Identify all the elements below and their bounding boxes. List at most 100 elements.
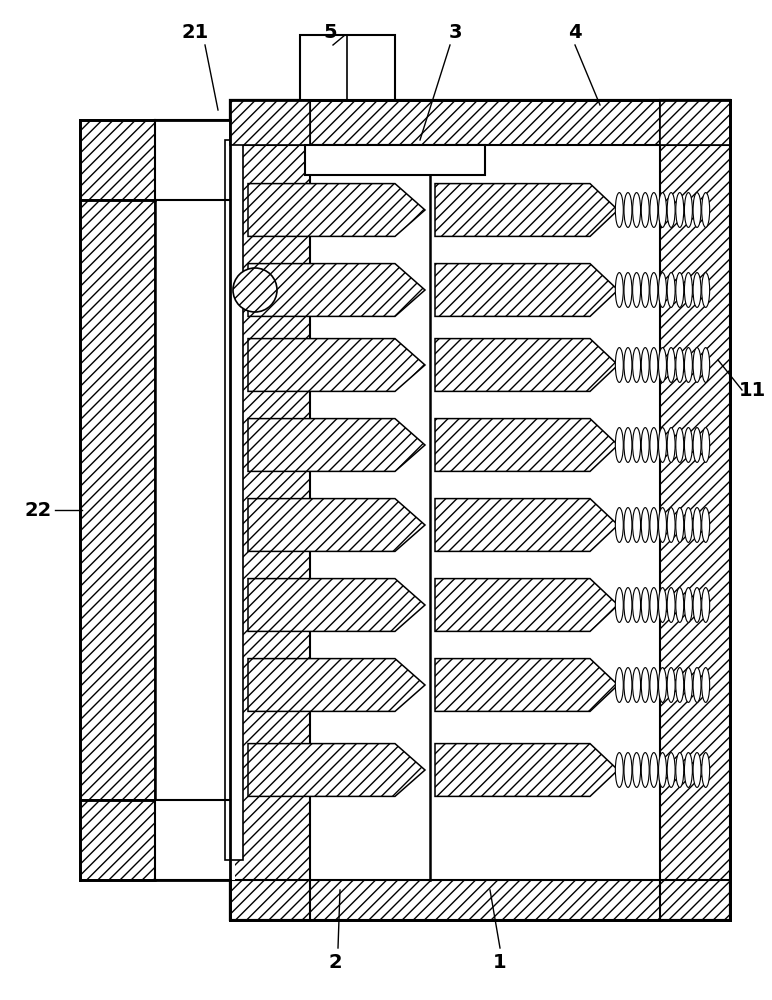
Ellipse shape — [693, 193, 701, 227]
Ellipse shape — [632, 753, 641, 787]
Bar — [230, 880, 730, 920]
Ellipse shape — [615, 348, 623, 382]
Ellipse shape — [659, 193, 666, 227]
Ellipse shape — [642, 588, 649, 622]
Ellipse shape — [624, 508, 632, 542]
Ellipse shape — [642, 348, 649, 382]
Ellipse shape — [615, 508, 623, 542]
Bar — [155, 800, 235, 880]
Ellipse shape — [685, 508, 692, 542]
Ellipse shape — [685, 668, 692, 702]
Ellipse shape — [667, 428, 675, 462]
Ellipse shape — [642, 508, 649, 542]
Ellipse shape — [693, 273, 701, 307]
Ellipse shape — [702, 588, 709, 622]
Ellipse shape — [624, 428, 632, 462]
Bar — [230, 100, 730, 145]
Ellipse shape — [676, 508, 684, 542]
Bar — [230, 100, 310, 145]
Ellipse shape — [632, 428, 641, 462]
Bar — [80, 200, 155, 800]
Ellipse shape — [702, 508, 709, 542]
Ellipse shape — [650, 193, 658, 227]
Polygon shape — [248, 339, 425, 391]
Ellipse shape — [693, 348, 701, 382]
Text: 2: 2 — [328, 952, 342, 972]
Polygon shape — [248, 744, 425, 796]
Ellipse shape — [615, 588, 623, 622]
Ellipse shape — [650, 668, 658, 702]
Ellipse shape — [650, 753, 658, 787]
Ellipse shape — [632, 193, 641, 227]
Text: 1: 1 — [493, 952, 506, 972]
Ellipse shape — [642, 753, 649, 787]
Ellipse shape — [667, 588, 675, 622]
Bar — [660, 100, 730, 920]
Ellipse shape — [659, 348, 666, 382]
Bar — [305, 145, 485, 175]
Ellipse shape — [676, 273, 684, 307]
Ellipse shape — [624, 588, 632, 622]
Polygon shape — [435, 744, 618, 796]
Ellipse shape — [685, 273, 692, 307]
Ellipse shape — [632, 588, 641, 622]
Polygon shape — [248, 184, 425, 236]
Polygon shape — [248, 499, 425, 551]
Bar — [660, 100, 730, 145]
Ellipse shape — [667, 273, 675, 307]
Text: 11: 11 — [738, 380, 766, 399]
Ellipse shape — [650, 273, 658, 307]
Ellipse shape — [667, 348, 675, 382]
Ellipse shape — [650, 348, 658, 382]
Ellipse shape — [632, 348, 641, 382]
Ellipse shape — [642, 273, 649, 307]
Ellipse shape — [615, 193, 623, 227]
Ellipse shape — [685, 753, 692, 787]
Polygon shape — [435, 339, 618, 391]
Ellipse shape — [659, 508, 666, 542]
Text: 5: 5 — [323, 22, 337, 41]
Ellipse shape — [676, 193, 684, 227]
Ellipse shape — [693, 753, 701, 787]
Bar — [230, 100, 730, 920]
Ellipse shape — [693, 428, 701, 462]
Circle shape — [233, 268, 277, 312]
Ellipse shape — [624, 273, 632, 307]
Ellipse shape — [702, 428, 709, 462]
Ellipse shape — [632, 273, 641, 307]
Ellipse shape — [659, 588, 666, 622]
Ellipse shape — [615, 753, 623, 787]
Text: 4: 4 — [568, 22, 582, 41]
Ellipse shape — [624, 753, 632, 787]
Ellipse shape — [650, 508, 658, 542]
Bar — [230, 100, 310, 920]
Ellipse shape — [685, 193, 692, 227]
Ellipse shape — [685, 428, 692, 462]
Bar — [80, 120, 155, 200]
Polygon shape — [435, 264, 618, 316]
Ellipse shape — [676, 668, 684, 702]
Ellipse shape — [642, 428, 649, 462]
Bar — [80, 200, 155, 800]
Ellipse shape — [632, 668, 641, 702]
Ellipse shape — [615, 428, 623, 462]
Ellipse shape — [693, 668, 701, 702]
Ellipse shape — [676, 588, 684, 622]
Bar — [230, 100, 730, 145]
Polygon shape — [435, 419, 618, 471]
Ellipse shape — [659, 668, 666, 702]
Ellipse shape — [702, 753, 709, 787]
Polygon shape — [435, 579, 618, 631]
Polygon shape — [435, 499, 618, 551]
Bar — [230, 880, 730, 920]
Bar — [230, 100, 310, 920]
Bar — [225, 140, 243, 860]
Polygon shape — [435, 659, 618, 711]
Polygon shape — [248, 419, 425, 471]
Ellipse shape — [676, 428, 684, 462]
Ellipse shape — [642, 193, 649, 227]
Ellipse shape — [615, 668, 623, 702]
Ellipse shape — [693, 508, 701, 542]
Bar — [230, 100, 730, 920]
Ellipse shape — [676, 753, 684, 787]
